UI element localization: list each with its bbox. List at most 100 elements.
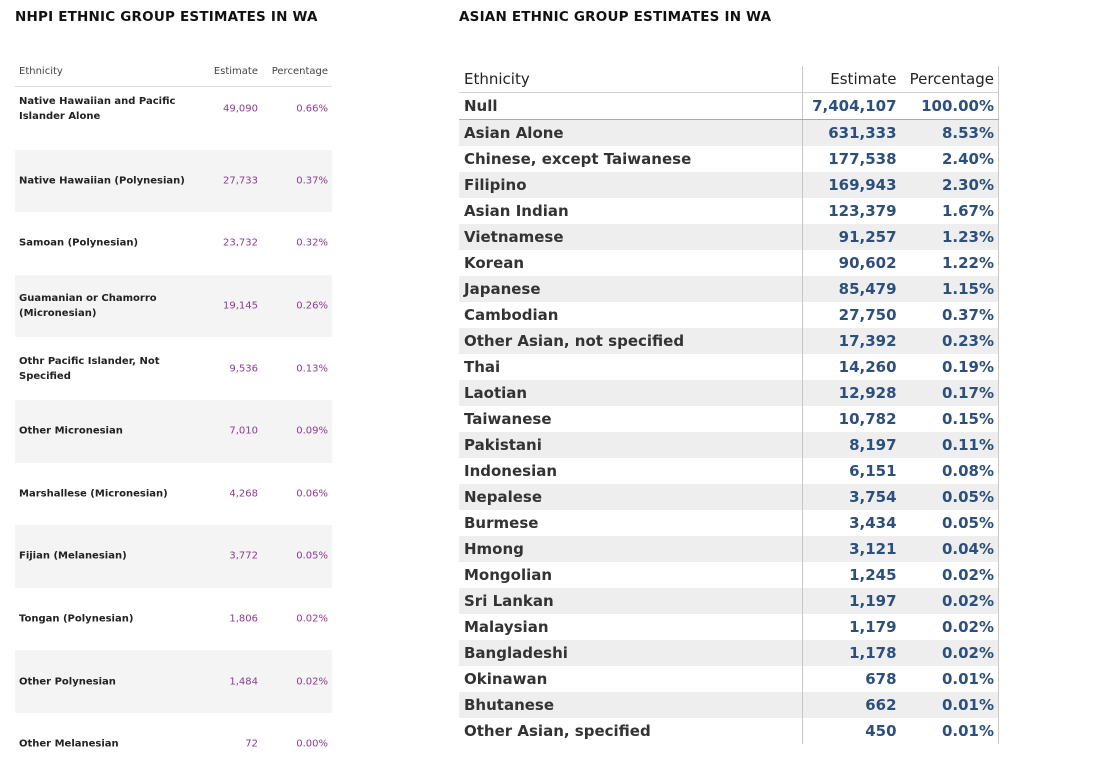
asian-cell-estimate: 177,538 bbox=[801, 146, 901, 172]
asian-cell-ethnicity: Burmese bbox=[464, 514, 539, 532]
nhpi-header-ethnicity: Ethnicity bbox=[19, 66, 63, 77]
asian-table-row: Malaysian 1,179 0.02% bbox=[459, 614, 999, 640]
nhpi-cell-percentage: 0.66% bbox=[296, 103, 328, 115]
asian-cell-ethnicity: Vietnamese bbox=[459, 224, 803, 250]
nhpi-cell-estimate: 19,145 bbox=[223, 300, 258, 312]
asian-cell-percentage: 2.40% bbox=[900, 146, 999, 172]
nhpi-cell-percentage: 0.26% bbox=[296, 300, 328, 312]
asian-cell-estimate: 3,754 bbox=[801, 484, 901, 510]
nhpi-cell-estimate: 49,090 bbox=[223, 103, 258, 115]
asian-table-row: Cambodian 27,750 0.37% bbox=[459, 302, 999, 328]
asian-cell-percentage: 0.19% bbox=[900, 354, 999, 380]
nhpi-table-row: Native Hawaiian (Polynesian) 27,733 0.37% bbox=[15, 149, 332, 213]
asian-cell-percentage: 0.05% bbox=[900, 484, 999, 510]
asian-cell-ethnicity: Bhutanese bbox=[459, 692, 803, 718]
asian-table-row: Taiwanese 10,782 0.15% bbox=[459, 406, 999, 432]
nhpi-cell-estimate: 72 bbox=[245, 738, 258, 750]
nhpi-header-estimate: Estimate bbox=[213, 66, 258, 77]
nhpi-cell-percentage: 0.32% bbox=[296, 237, 328, 249]
nhpi-cell-ethnicity: Fijian (Melanesian) bbox=[19, 550, 127, 562]
nhpi-cell-percentage: 0.02% bbox=[296, 613, 328, 625]
asian-cell-estimate: 678 bbox=[801, 666, 901, 692]
asian-table-row: Vietnamese 91,257 1.23% bbox=[459, 224, 999, 250]
asian-table-row: Okinawan 678 0.01% bbox=[459, 666, 999, 692]
nhpi-cell-percentage: 0.05% bbox=[296, 550, 328, 562]
asian-table-row: Other Asian, specified 450 0.01% bbox=[459, 718, 999, 744]
asian-cell-percentage: 0.05% bbox=[900, 510, 999, 536]
nhpi-table-row: Other Micronesian 7,010 0.09% bbox=[15, 399, 332, 463]
asian-cell-ethnicity: Bangladeshi bbox=[459, 640, 803, 666]
asian-table-row: Null 7,404,107 100.00% bbox=[459, 92, 999, 120]
nhpi-table: Ethnicity Estimate Percentage Native Haw… bbox=[15, 58, 332, 776]
asian-cell-estimate: 7,404,107 bbox=[801, 92, 901, 120]
nhpi-table-row: Marshallese (Micronesian) 4,268 0.06% bbox=[15, 463, 332, 526]
asian-cell-ethnicity: Hmong bbox=[459, 536, 803, 562]
asian-cell-ethnicity: Laotian bbox=[459, 380, 803, 406]
asian-cell-ethnicity: Nepalese bbox=[459, 484, 803, 510]
asian-cell-percentage: 0.17% bbox=[900, 380, 999, 406]
asian-table-row: Sri Lankan 1,197 0.02% bbox=[459, 588, 999, 614]
asian-cell-estimate: 1,197 bbox=[801, 588, 901, 614]
nhpi-table-row: Other Melanesian 72 0.00% bbox=[15, 713, 332, 776]
asian-cell-estimate: 91,257 bbox=[801, 224, 901, 250]
nhpi-cell-ethnicity: Native Hawaiian and Pacific Islander Alo… bbox=[19, 96, 176, 122]
asian-cell-ethnicity: Mongolian bbox=[464, 566, 553, 584]
asian-table-row: Asian Indian 123,379 1.67% bbox=[459, 198, 999, 224]
asian-cell-percentage: 8.53% bbox=[900, 119, 999, 146]
nhpi-table-row: Samoan (Polynesian) 23,732 0.32% bbox=[15, 212, 332, 275]
asian-cell-percentage: 1.67% bbox=[900, 198, 999, 224]
asian-cell-estimate: 85,479 bbox=[801, 276, 901, 302]
asian-cell-estimate: 631,333 bbox=[801, 119, 901, 146]
asian-cell-estimate: 169,943 bbox=[801, 172, 901, 198]
asian-cell-estimate: 3,121 bbox=[801, 536, 901, 562]
asian-cell-estimate: 662 bbox=[801, 692, 901, 718]
asian-table-row: Korean 90,602 1.22% bbox=[459, 250, 999, 276]
asian-cell-ethnicity: Null bbox=[459, 92, 803, 120]
asian-cell-estimate: 3,434 bbox=[801, 510, 901, 536]
nhpi-table-row: Other Polynesian 1,484 0.02% bbox=[15, 650, 332, 713]
asian-cell-ethnicity: Other Asian, not specified bbox=[459, 328, 803, 354]
asian-cell-percentage: 1.23% bbox=[900, 224, 999, 250]
asian-cell-estimate: 17,392 bbox=[801, 328, 901, 354]
nhpi-cell-estimate: 4,268 bbox=[229, 488, 258, 500]
asian-table-row: Filipino 169,943 2.30% bbox=[459, 172, 999, 198]
asian-table: Ethnicity Estimate Percentage Null 7,404,… bbox=[459, 66, 999, 744]
asian-cell-ethnicity: Sri Lankan bbox=[459, 588, 803, 614]
asian-table-title: ASIAN ETHNIC GROUP ESTIMATES IN WA bbox=[459, 9, 772, 25]
asian-cell-percentage: 0.04% bbox=[900, 536, 999, 562]
nhpi-cell-percentage: 0.06% bbox=[296, 488, 328, 500]
asian-cell-percentage: 0.02% bbox=[900, 562, 999, 588]
asian-cell-ethnicity: Taiwanese bbox=[464, 410, 552, 428]
asian-cell-percentage: 0.02% bbox=[900, 640, 999, 666]
asian-cell-percentage: 0.37% bbox=[900, 302, 999, 328]
asian-cell-percentage: 2.30% bbox=[900, 172, 999, 198]
nhpi-cell-estimate: 27,733 bbox=[223, 175, 258, 187]
nhpi-table-row: Tongan (Polynesian) 1,806 0.02% bbox=[15, 588, 332, 651]
asian-cell-ethnicity: Pakistani bbox=[459, 432, 803, 458]
asian-table-body: Null 7,404,107 100.00% Asian Alone 631,333 8.… bbox=[459, 92, 999, 744]
nhpi-cell-estimate: 3,772 bbox=[229, 550, 258, 562]
asian-cell-ethnicity: Asian Alone bbox=[459, 119, 803, 146]
nhpi-table-row: Othr Pacific Islander, Not Specified 9,53… bbox=[15, 337, 332, 400]
nhpi-cell-estimate: 9,536 bbox=[229, 363, 258, 375]
asian-cell-estimate: 1,245 bbox=[801, 562, 901, 588]
asian-table-row: Burmese 3,434 0.05% bbox=[459, 510, 999, 536]
asian-table-row: Japanese 85,479 1.15% bbox=[459, 276, 999, 302]
asian-table-header: Ethnicity Estimate Percentage bbox=[459, 66, 999, 93]
asian-cell-percentage: 1.15% bbox=[900, 276, 999, 302]
asian-table-row: Pakistani 8,197 0.11% bbox=[459, 432, 999, 458]
nhpi-cell-ethnicity: Other Polynesian bbox=[19, 676, 116, 688]
asian-cell-ethnicity: Other Asian, specified bbox=[464, 722, 651, 740]
asian-cell-ethnicity: Cambodian bbox=[464, 306, 559, 324]
asian-cell-ethnicity: Indonesian bbox=[464, 462, 558, 480]
asian-header-percentage: Percentage bbox=[900, 66, 999, 93]
asian-table-row: Mongolian 1,245 0.02% bbox=[459, 562, 999, 588]
asian-cell-estimate: 450 bbox=[801, 718, 901, 744]
asian-cell-ethnicity: Filipino bbox=[459, 172, 803, 198]
nhpi-cell-estimate: 23,732 bbox=[223, 237, 258, 249]
nhpi-cell-estimate: 1,484 bbox=[229, 676, 258, 688]
asian-cell-ethnicity: Okinawan bbox=[464, 670, 548, 688]
asian-cell-percentage: 0.01% bbox=[900, 666, 999, 692]
nhpi-cell-ethnicity: Othr Pacific Islander, Not Specified bbox=[19, 355, 160, 382]
asian-cell-estimate: 12,928 bbox=[801, 380, 901, 406]
